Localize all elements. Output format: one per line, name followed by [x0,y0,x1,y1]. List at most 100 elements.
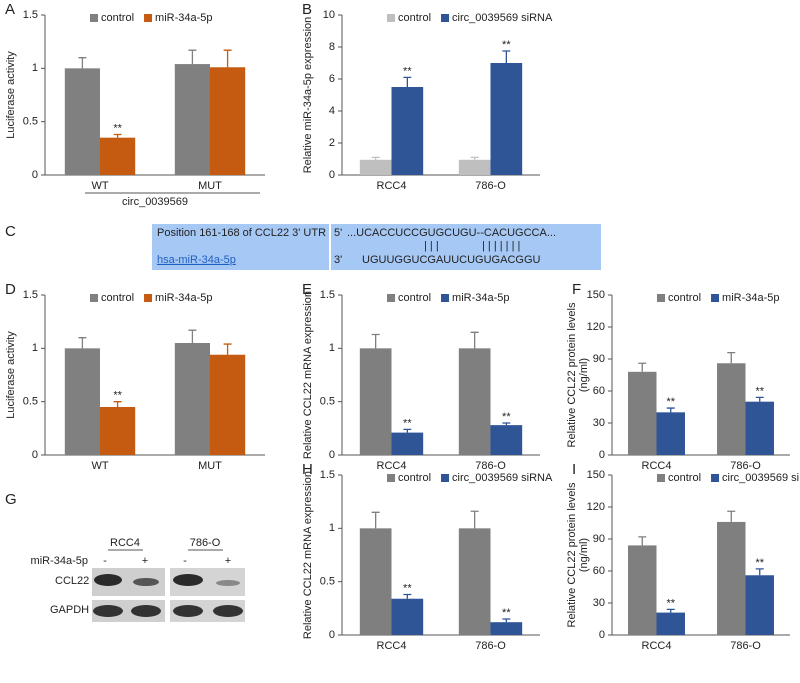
error-bar [755,396,764,402]
group-label: circ_0039569 [122,196,188,208]
panel-c: C Position 161-168 of CCL22 3' UTR 5' ..… [5,223,601,270]
error-bar [727,351,736,364]
error-bar [371,333,380,349]
y-axis-label: (ng/ml) [578,358,590,392]
chart: D Luciferase activity 0 0.5 1 1.5 WT ** MUT contr… [5,281,265,472]
pairing: | | | | | | | [482,240,520,252]
bar [490,622,523,635]
x-tick-label: MUT [198,460,222,472]
error-bar [470,156,479,160]
row-label: CCL22 [55,575,89,587]
legend-label: circ_0039569 siRNA [452,472,553,484]
legend-swatch [441,474,450,482]
significance: ** [502,411,511,423]
target-end: 5' [334,227,342,239]
bar [745,575,774,635]
panel-letter: I [572,461,576,478]
error-bar [188,329,197,343]
legend-label: miR-34a-5p [155,292,212,304]
bar [210,67,246,175]
y-tick-label: 30 [593,417,605,429]
y-axis-label: Relative miR-34a-5p expression [302,17,314,174]
significance: ** [666,597,675,609]
y-tick-label: 90 [593,353,605,365]
band [131,605,161,617]
y-axis-label: Relative CCL22 mRNA expression [302,291,314,459]
sign: - [183,555,187,567]
legend-swatch [144,14,153,22]
x-tick-label: RCC4 [377,180,407,192]
y-tick-label: 90 [593,533,605,545]
panel-letter: C [5,223,16,240]
error-bar [223,343,232,355]
legend-swatch [387,474,395,482]
y-tick-label: 1 [32,342,38,354]
chart: A Luciferase activity 0 0.5 1 1.5 WT ** MUT circ_… [5,1,265,208]
x-tick-label: WT [91,460,108,472]
legend-swatch [657,294,665,302]
error-bar [755,568,764,576]
error-bar [470,510,479,529]
x-tick-label: MUT [198,180,222,192]
bar [628,371,657,455]
pairing: | | | [424,240,439,252]
legend-swatch [711,474,720,482]
mirna-end: 3' [334,254,342,266]
significance: ** [502,39,511,51]
bar [458,528,491,635]
error-bar [666,407,675,413]
y-axis-label: Relative CCL22 protein levels [566,482,578,627]
legend-label: miR-34a-5p [722,292,779,304]
y-axis-label: Relative CCL22 mRNA expression [302,471,314,639]
error-bar [727,510,736,522]
error-bar [502,422,511,426]
legend-swatch [441,294,450,302]
error-bar [638,536,647,546]
y-tick-label: 0 [329,169,335,181]
lane-label: 786-O [190,537,221,549]
y-tick-label: 1 [329,342,335,354]
band [216,580,240,586]
legend-swatch [144,294,153,302]
bar [717,521,746,635]
panel-letter: E [302,281,312,298]
error-bar [638,362,647,372]
target-label: Position 161-168 of CCL22 3' UTR [157,227,326,239]
y-tick-label: 0 [329,449,335,461]
y-tick-label: 0 [32,449,38,461]
error-bar [223,49,232,68]
error-bar [502,618,511,623]
panel-g: G RCC4 786-O miR-34a-5p - + - + CCL22 GA… [5,491,245,622]
alignment-box [152,224,329,270]
panel-letter: A [5,1,15,18]
bar [391,432,424,455]
bar [717,363,746,455]
y-tick-label: 1.5 [320,469,335,481]
band [173,605,203,617]
panel-letter: G [5,491,17,508]
error-bar [470,331,479,349]
bar [490,63,523,175]
target-seq: ...UCACCUCCGUGCUGU--CACUGCCA... [347,227,556,239]
x-tick-label: RCC4 [377,640,407,652]
significance: ** [403,582,412,594]
bar [100,407,136,455]
y-tick-label: 0.5 [320,576,335,588]
sign: + [225,555,231,567]
bar [745,401,774,455]
bar [359,528,392,635]
significance: ** [403,65,412,77]
bar [174,343,210,455]
panel-letter: H [302,461,313,478]
bar [64,68,100,175]
treatment-label: miR-34a-5p [31,555,88,567]
legend-swatch [711,294,720,302]
y-tick-label: 0 [599,629,605,641]
band [173,574,203,586]
y-tick-label: 2 [329,137,335,149]
error-bar [403,76,412,87]
chart: I Relative CCL22 protein levels (ng/ml) 0 30… [566,461,800,652]
y-tick-label: 6 [329,73,335,85]
y-tick-label: 1 [329,522,335,534]
